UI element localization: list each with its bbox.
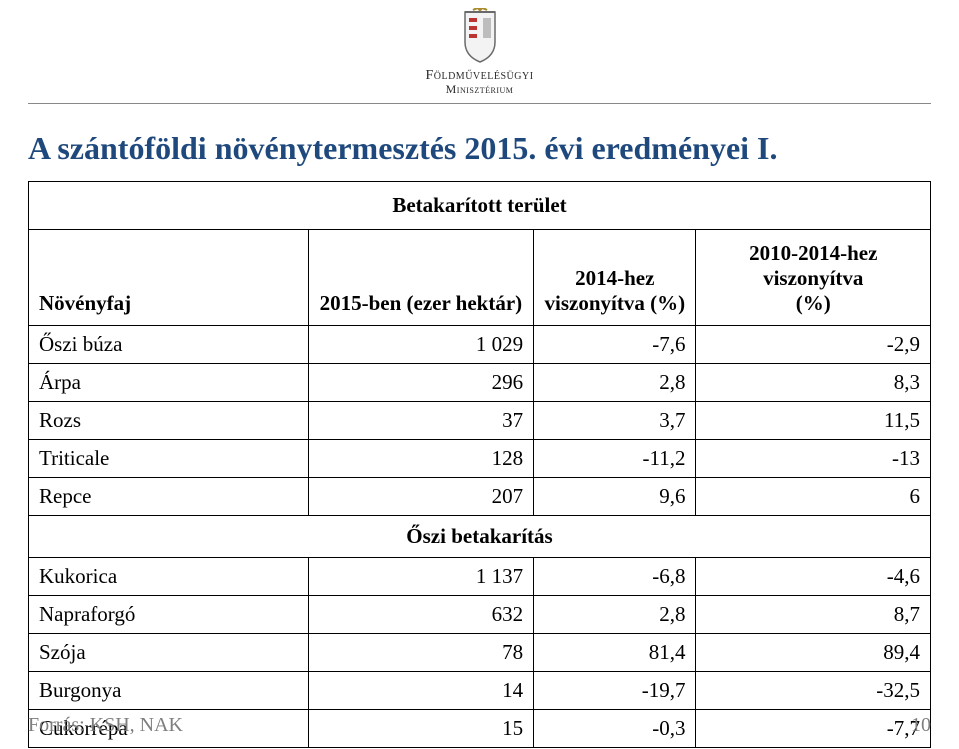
cell-value: 11,5	[696, 401, 931, 439]
col-2014rel: 2014-hez viszonyítva (%)	[534, 229, 696, 325]
cell-label: Kukorica	[29, 557, 309, 595]
cell-label: Repce	[29, 477, 309, 515]
cell-value: 9,6	[534, 477, 696, 515]
table-row: Repce2079,66	[29, 477, 931, 515]
cell-label: Árpa	[29, 363, 309, 401]
footer-source: Forrás: KSH, NAK	[28, 714, 183, 737]
cell-value: 8,7	[696, 595, 931, 633]
cell-value: 8,3	[696, 363, 931, 401]
cell-value: 1 029	[308, 325, 534, 363]
table-row: Rozs373,711,5	[29, 401, 931, 439]
table-row: Burgonya14-19,7-32,5	[29, 671, 931, 709]
cell-value: -6,8	[534, 557, 696, 595]
crest-icon	[459, 8, 501, 64]
cell-label: Burgonya	[29, 671, 309, 709]
cell-value: 6	[696, 477, 931, 515]
table-wrap: Betakarított terület Növényfaj 2015-ben …	[28, 181, 931, 748]
cell-value: 207	[308, 477, 534, 515]
header-block: Földművelésügyi Minisztérium	[0, 0, 959, 97]
cell-value: -11,2	[534, 439, 696, 477]
cell-label: Szója	[29, 633, 309, 671]
cell-value: 78	[308, 633, 534, 671]
cell-value: 1 137	[308, 557, 534, 595]
col-2014rel-l1: 2014-hez	[575, 266, 654, 290]
cell-value: -13	[696, 439, 931, 477]
col-species: Növényfaj	[29, 229, 309, 325]
col-2010-2014rel: 2010-2014-hez viszonyítva (%)	[696, 229, 931, 325]
cell-value: -32,5	[696, 671, 931, 709]
ministry-line1: Földművelésügyi	[425, 68, 533, 83]
section-label: Őszi betakarítás	[29, 515, 931, 557]
table-band-header: Betakarított terület	[29, 181, 931, 229]
cell-label: Napraforgó	[29, 595, 309, 633]
cell-label: Őszi búza	[29, 325, 309, 363]
footer: Forrás: KSH, NAK 10	[28, 714, 931, 737]
cell-value: -7,6	[534, 325, 696, 363]
footer-page: 10	[911, 714, 931, 737]
table-row: Őszi búza1 029-7,6-2,9	[29, 325, 931, 363]
ministry-line2: Minisztérium	[425, 83, 533, 96]
cell-value: 37	[308, 401, 534, 439]
col-2010rel-l2: (%)	[796, 291, 831, 315]
col-2010rel-l1: 2010-2014-hez viszonyítva	[749, 241, 877, 290]
cell-value: 632	[308, 595, 534, 633]
cell-label: Triticale	[29, 439, 309, 477]
table-row: Szója7881,489,4	[29, 633, 931, 671]
cell-value: 2,8	[534, 363, 696, 401]
cell-value: 296	[308, 363, 534, 401]
cell-value: 89,4	[696, 633, 931, 671]
table-row: Triticale128-11,2-13	[29, 439, 931, 477]
cell-label: Rozs	[29, 401, 309, 439]
ministry-name: Földművelésügyi Minisztérium	[425, 68, 533, 97]
results-table: Betakarított terület Növényfaj 2015-ben …	[28, 181, 931, 748]
cell-value: 14	[308, 671, 534, 709]
cell-value: 81,4	[534, 633, 696, 671]
cell-value: -4,6	[696, 557, 931, 595]
table-row: Napraforgó6322,88,7	[29, 595, 931, 633]
cell-value: 128	[308, 439, 534, 477]
table-section-row: Őszi betakarítás	[29, 515, 931, 557]
cell-value: 3,7	[534, 401, 696, 439]
page-title: A szántóföldi növénytermesztés 2015. évi…	[28, 130, 931, 167]
col-2014rel-l2: viszonyítva (%)	[545, 291, 686, 315]
header-rule	[28, 103, 931, 104]
col-2015: 2015-ben (ezer hektár)	[308, 229, 534, 325]
table-row: Árpa2962,88,3	[29, 363, 931, 401]
cell-value: -19,7	[534, 671, 696, 709]
cell-value: 2,8	[534, 595, 696, 633]
cell-value: -2,9	[696, 325, 931, 363]
table-row: Kukorica1 137-6,8-4,6	[29, 557, 931, 595]
